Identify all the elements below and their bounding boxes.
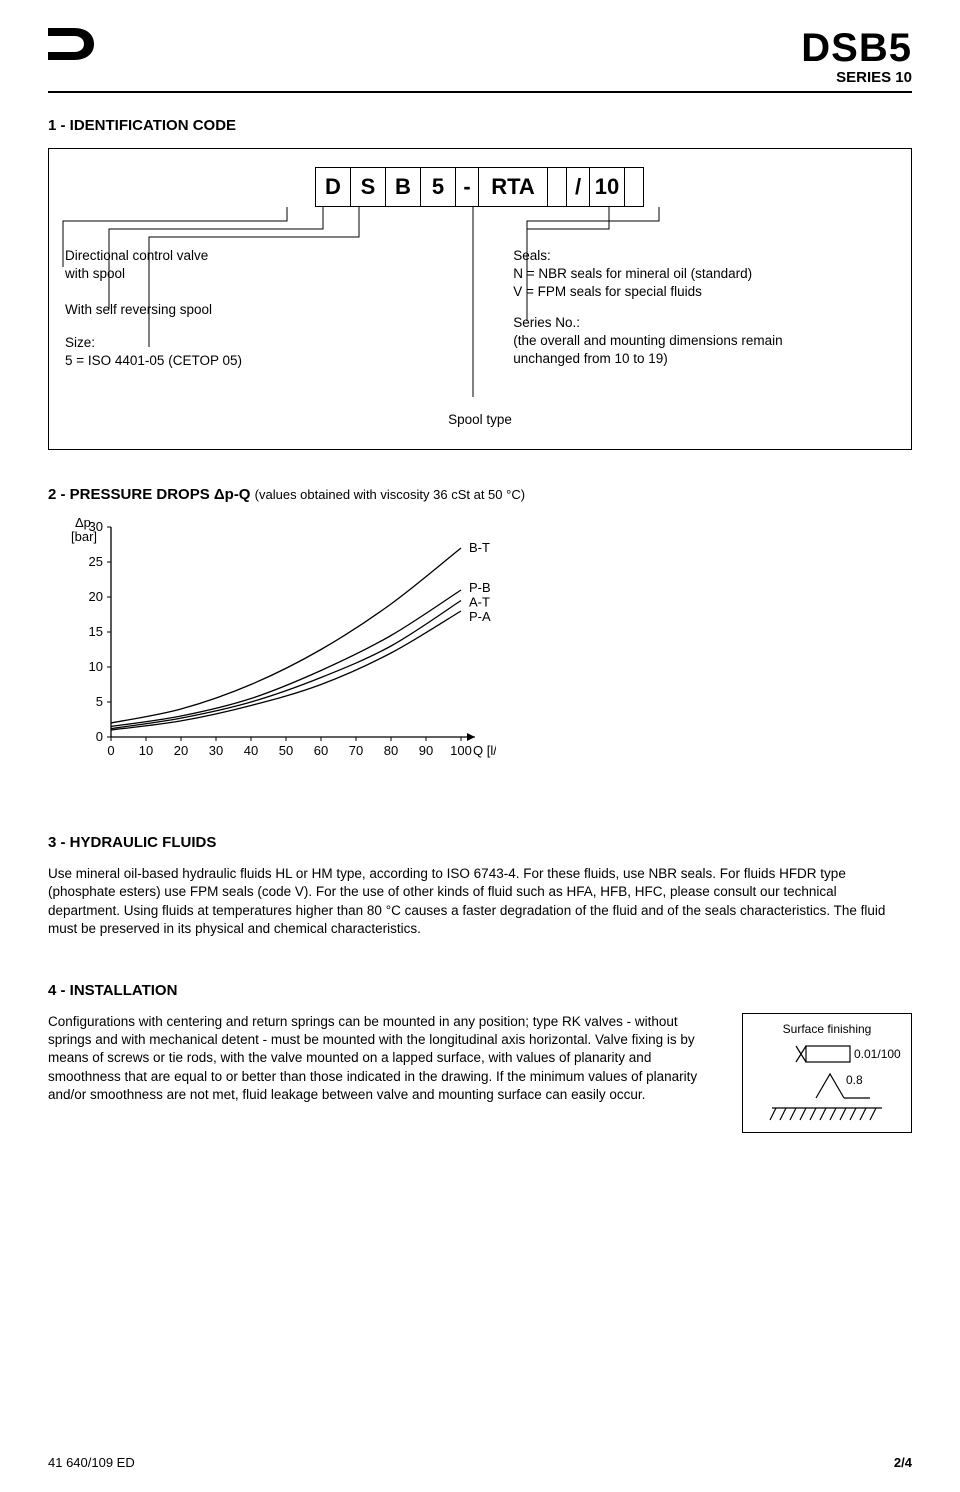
desc-text: with spool (65, 266, 125, 281)
section3-text: Use mineral oil-based hydraulic fluids H… (48, 865, 912, 938)
pressure-drop-chart: Δp[bar]051015202530010203040506070809010… (56, 515, 912, 790)
section2-note: (values obtained with viscosity 36 cSt a… (255, 487, 525, 502)
svg-text:60: 60 (314, 743, 328, 758)
desc-text: With self reversing spool (65, 302, 212, 317)
desc-text: (the overall and mounting dimensions rem… (513, 333, 782, 348)
section3-heading: 3 - HYDRAULIC FLUIDS (48, 834, 912, 851)
code-cell: / (566, 167, 590, 207)
desc-size: Size: 5 = ISO 4401-05 (CETOP 05) (65, 334, 397, 370)
identification-code-box: D S B 5 - RTA / 10 Directional control v… (48, 148, 912, 450)
desc-text: Directional control valve (65, 248, 208, 263)
page-footer: 41 640/109 ED 2/4 (48, 1455, 912, 1470)
svg-text:15: 15 (89, 624, 103, 639)
code-cell: D (315, 167, 351, 207)
page-header: DSB5 SERIES 10 (48, 28, 912, 93)
code-cell: S (350, 167, 386, 207)
svg-text:40: 40 (244, 743, 258, 758)
svg-text:25: 25 (89, 554, 103, 569)
desc-text: 5 = ISO 4401-05 (CETOP 05) (65, 353, 242, 368)
svg-text:30: 30 (89, 519, 103, 534)
svg-text:100: 100 (450, 743, 472, 758)
surface-finishing-box: Surface finishing 0.01/100 0.8 (742, 1013, 912, 1133)
svg-text:P-A: P-A (469, 609, 491, 624)
section1-heading: 1 - IDENTIFICATION CODE (48, 117, 912, 134)
product-title: DSB5 (801, 28, 912, 68)
code-row: D S B 5 - RTA / 10 (65, 167, 895, 207)
surface-title: Surface finishing (749, 1022, 905, 1036)
code-cell: 5 (420, 167, 456, 207)
svg-text:0: 0 (96, 729, 103, 744)
svg-text:Q [l/min]: Q [l/min] (473, 743, 496, 758)
desc-text: unchanged from 10 to 19) (513, 351, 668, 366)
desc-text: Series No.: (513, 315, 580, 330)
svg-text:A-T: A-T (469, 595, 490, 610)
product-subtitle: SERIES 10 (801, 70, 912, 85)
desc-text: Size: (65, 335, 95, 350)
desc-seals: Seals: N = NBR seals for mineral oil (st… (513, 247, 895, 302)
desc-self-reversing: With self reversing spool (65, 301, 397, 319)
desc-series: Series No.: (the overall and mounting di… (513, 314, 895, 369)
svg-text:20: 20 (89, 589, 103, 604)
footer-pagenum: 2/4 (894, 1455, 912, 1470)
svg-text:50: 50 (279, 743, 293, 758)
footer-docnum: 41 640/109 ED (48, 1455, 135, 1470)
svg-text:P-B: P-B (469, 580, 491, 595)
svg-text:5: 5 (96, 694, 103, 709)
section2-heading: 2 - PRESSURE DROPS Δp-Q (values obtained… (48, 486, 912, 503)
desc-directional-valve: Directional control valve with spool (65, 247, 397, 283)
svg-text:0: 0 (107, 743, 114, 758)
section4-text: Configurations with centering and return… (48, 1013, 714, 1104)
code-cell: B (385, 167, 421, 207)
svg-text:90: 90 (419, 743, 433, 758)
desc-text: N = NBR seals for mineral oil (standard) (513, 266, 752, 281)
svg-text:B-T: B-T (469, 540, 490, 555)
logo-icon (48, 28, 94, 65)
surface-val1: 0.01/100 (854, 1047, 901, 1061)
svg-text:80: 80 (384, 743, 398, 758)
svg-text:10: 10 (89, 659, 103, 674)
desc-text: V = FPM seals for special fluids (513, 284, 702, 299)
svg-text:70: 70 (349, 743, 363, 758)
code-cell: RTA (478, 167, 548, 207)
svg-text:10: 10 (139, 743, 153, 758)
code-cell: - (455, 167, 479, 207)
surface-val2: 0.8 (846, 1073, 863, 1087)
code-cell: 10 (589, 167, 625, 207)
section2-title: 2 - PRESSURE DROPS Δp-Q (48, 486, 250, 503)
svg-text:20: 20 (174, 743, 188, 758)
svg-text:30: 30 (209, 743, 223, 758)
spool-type-label: Spool type (65, 412, 895, 427)
section4-heading: 4 - INSTALLATION (48, 982, 912, 999)
code-cell (547, 167, 567, 207)
code-cell (624, 167, 644, 207)
desc-text: Seals: (513, 248, 551, 263)
